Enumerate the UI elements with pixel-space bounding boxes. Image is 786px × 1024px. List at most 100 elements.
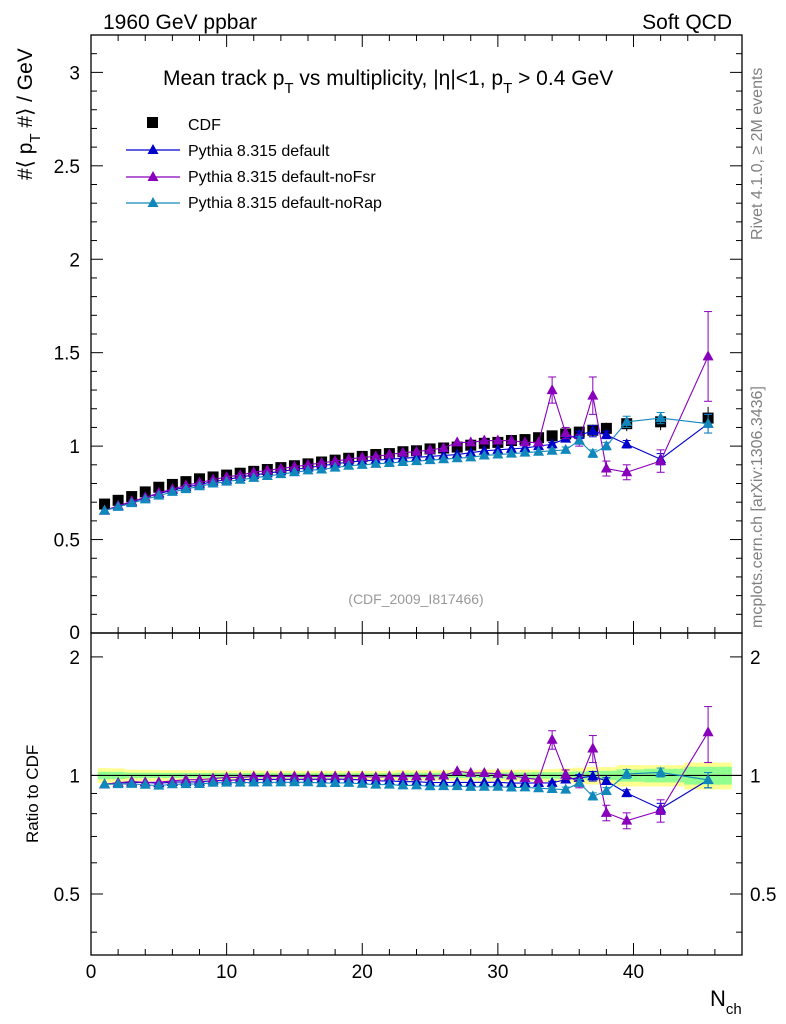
ratio-point-nofsr: [546, 733, 558, 744]
ratio-y-tick-label: 1: [69, 766, 80, 787]
point-nofsr: [560, 427, 572, 438]
ratio-point-nofsr: [275, 770, 287, 781]
point-norap: [397, 456, 409, 467]
ratio-point-norap: [288, 776, 300, 787]
point-norap: [424, 454, 436, 465]
point-nofsr: [492, 434, 504, 445]
ratio-point-nofsr: [492, 767, 504, 778]
point-nofsr: [451, 436, 463, 447]
point-nofsr: [505, 434, 517, 445]
series-line-default: [104, 423, 709, 512]
legend-label-cdf: CDF: [188, 117, 221, 134]
ratio-point-norap: [411, 779, 422, 790]
point-nofsr: [356, 451, 368, 462]
ratio-point-norap: [397, 779, 409, 790]
point-norap: [194, 480, 205, 491]
legend-marker-default: [147, 144, 159, 154]
ratio-point-nofsr: [560, 768, 572, 779]
cdf-data-point: [451, 441, 463, 453]
ratio-point-norap: [180, 778, 192, 789]
point-norap: [573, 434, 585, 445]
legend: CDF Pythia 8.315 default Pythia 8.315 de…: [126, 117, 382, 212]
ratio-point-nofsr: [288, 770, 300, 781]
point-nofsr: [621, 466, 633, 477]
ratio-point-norap: [560, 783, 572, 794]
ratio-point-default: [600, 775, 612, 786]
point-norap: [248, 471, 260, 482]
ratio-point-nofsr: [465, 766, 477, 777]
legend-marker-cdf: [147, 117, 158, 128]
point-norap: [621, 415, 633, 426]
ratio-point-nofsr: [248, 770, 260, 781]
point-nofsr: [478, 434, 490, 445]
point-norap: [302, 464, 314, 475]
x-axis-label: Nch: [710, 986, 742, 1018]
ratio-point-norap: [194, 777, 205, 788]
ratio-point-nofsr: [302, 770, 314, 781]
ratio-point-norap: [438, 780, 450, 791]
point-nofsr: [411, 445, 422, 456]
legend-marker-norap: [147, 197, 159, 207]
ratio-point-norap: [655, 766, 667, 777]
point-nofsr: [587, 389, 599, 400]
ratio-y-tick-label-right: 1: [750, 766, 761, 787]
point-nofsr: [261, 464, 273, 475]
rivet-version-label: Rivet 4.1.0, ≥ 2M events: [749, 68, 766, 240]
point-nofsr: [248, 466, 260, 477]
ratio-point-norap: [573, 776, 585, 787]
ratio-point-nofsr: [397, 770, 409, 781]
point-nofsr: [302, 458, 314, 469]
point-norap: [275, 468, 287, 479]
ratio-plot-frame: [90, 632, 743, 956]
y-tick-label-zero: 0: [69, 623, 80, 644]
point-nofsr: [383, 448, 395, 459]
legend-marker-nofsr: [147, 171, 159, 181]
point-default: [546, 438, 558, 449]
point-norap: [329, 461, 341, 472]
point-norap: [438, 453, 450, 464]
y-tick-label: 1: [69, 437, 80, 458]
point-norap: [492, 448, 504, 459]
point-nofsr: [546, 384, 558, 395]
svg-text:Ratio to CDF: Ratio to CDF: [23, 745, 42, 843]
ratio-point-norap: [451, 780, 463, 791]
chart-title: Mean track pT vs multiplicity, |η|<1, pT…: [163, 67, 613, 97]
ratio-point-norap: [519, 781, 531, 792]
point-norap: [451, 452, 463, 463]
ratio-point-norap: [424, 780, 436, 791]
point-norap: [99, 504, 111, 515]
ratio-point-nofsr: [411, 770, 422, 781]
point-nofsr: [275, 462, 287, 473]
point-norap: [560, 443, 572, 454]
point-norap: [180, 483, 192, 494]
mcplots-label: mcplots.cern.ch [arXiv:1306.3436]: [749, 386, 766, 628]
point-norap: [655, 412, 667, 423]
point-norap: [702, 417, 714, 428]
ratio-point-nofsr: [383, 770, 395, 781]
point-norap: [126, 497, 138, 508]
ratio-point-nofsr: [600, 806, 612, 817]
point-norap: [343, 459, 355, 470]
point-norap: [234, 473, 246, 484]
ratio-point-norap: [261, 776, 273, 787]
ratio-y-tick-label-right: 0.5: [750, 885, 776, 906]
point-nofsr: [397, 446, 409, 457]
y-tick-label: 3: [69, 63, 80, 84]
ratio-point-norap: [546, 782, 558, 793]
point-default: [600, 428, 612, 439]
ratio-point-nofsr: [261, 770, 273, 781]
point-norap: [207, 477, 219, 488]
analysis-watermark: (CDF_2009_I817466): [348, 591, 483, 607]
x-tick-label: 10: [216, 962, 237, 983]
y-tick-label: 2.5: [54, 157, 80, 178]
point-norap: [288, 466, 300, 477]
ratio-point-nofsr: [438, 769, 450, 780]
point-norap: [465, 451, 477, 462]
point-nofsr: [655, 455, 667, 466]
ratio-point-norap: [316, 777, 328, 788]
svg-text:Rivet 4.1.0, ≥ 2M events: Rivet 4.1.0, ≥ 2M events: [749, 68, 766, 240]
point-norap: [166, 485, 178, 496]
point-nofsr: [519, 436, 531, 447]
main-plot-data: [99, 311, 714, 515]
